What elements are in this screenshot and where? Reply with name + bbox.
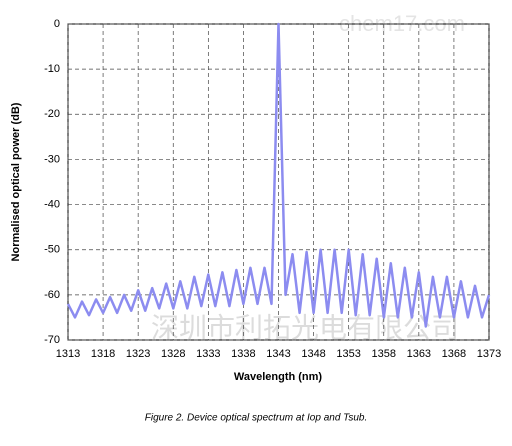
watermark: chem17.com	[339, 11, 465, 36]
y-tick-label: -40	[44, 198, 60, 210]
x-tick-label: 1343	[266, 348, 290, 360]
y-tick-label: 0	[54, 18, 60, 30]
y-tick-label: -20	[44, 108, 60, 120]
spectrum-line	[66, 22, 491, 328]
x-axis-label: Wavelength (nm)	[234, 371, 323, 383]
x-tick-label: 1348	[301, 348, 325, 360]
caption: Figure 2. Device optical spectrum at Iop…	[145, 413, 368, 424]
x-tick-label: 1313	[56, 348, 80, 360]
x-tick-label: 1333	[196, 348, 220, 360]
y-tick-label: -50	[44, 244, 60, 256]
x-tick-label: 1363	[407, 348, 431, 360]
watermark: 深圳市利拓光电有限公司	[151, 312, 459, 343]
y-axis-label: Normalised optical power (dB)	[10, 102, 22, 261]
x-tick-label: 1373	[477, 348, 501, 360]
y-tick-label: -60	[44, 289, 60, 301]
x-tick-label: 1318	[91, 348, 115, 360]
y-tick-label: -10	[44, 63, 60, 75]
x-tick-label: 1368	[442, 348, 466, 360]
x-tick-label: 1338	[231, 348, 255, 360]
x-tick-label: 1328	[161, 348, 185, 360]
y-tick-label: -70	[44, 334, 60, 346]
y-tick-label: -30	[44, 153, 60, 165]
x-tick-label: 1323	[126, 348, 150, 360]
x-tick-label: 1358	[372, 348, 396, 360]
x-tick-label: 1353	[336, 348, 360, 360]
